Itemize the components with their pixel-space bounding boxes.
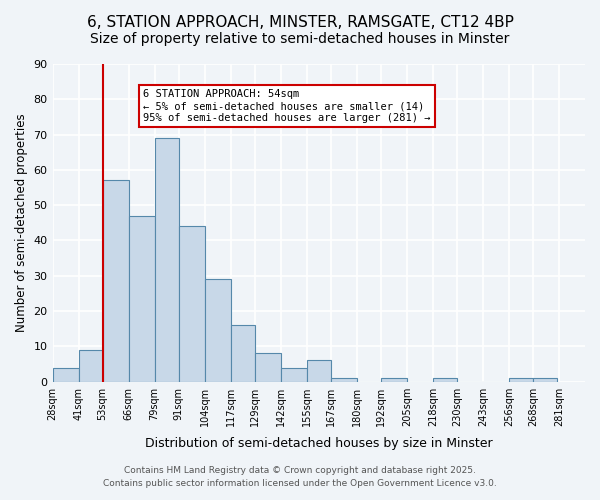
Bar <box>509 378 533 382</box>
Bar <box>381 378 407 382</box>
Bar <box>281 368 307 382</box>
Text: 6, STATION APPROACH, MINSTER, RAMSGATE, CT12 4BP: 6, STATION APPROACH, MINSTER, RAMSGATE, … <box>86 15 514 30</box>
Bar <box>155 138 179 382</box>
Bar <box>255 354 281 382</box>
Bar <box>307 360 331 382</box>
Bar <box>53 368 79 382</box>
Bar <box>433 378 457 382</box>
Text: Contains HM Land Registry data © Crown copyright and database right 2025.
Contai: Contains HM Land Registry data © Crown c… <box>103 466 497 487</box>
Bar <box>79 350 103 382</box>
Bar <box>179 226 205 382</box>
Bar <box>205 280 230 382</box>
Bar <box>331 378 357 382</box>
X-axis label: Distribution of semi-detached houses by size in Minster: Distribution of semi-detached houses by … <box>145 437 493 450</box>
Bar <box>230 325 255 382</box>
Text: 6 STATION APPROACH: 54sqm
← 5% of semi-detached houses are smaller (14)
95% of s: 6 STATION APPROACH: 54sqm ← 5% of semi-d… <box>143 90 431 122</box>
Text: Size of property relative to semi-detached houses in Minster: Size of property relative to semi-detach… <box>91 32 509 46</box>
Bar <box>533 378 557 382</box>
Bar <box>103 180 128 382</box>
Bar <box>128 216 155 382</box>
Y-axis label: Number of semi-detached properties: Number of semi-detached properties <box>15 114 28 332</box>
